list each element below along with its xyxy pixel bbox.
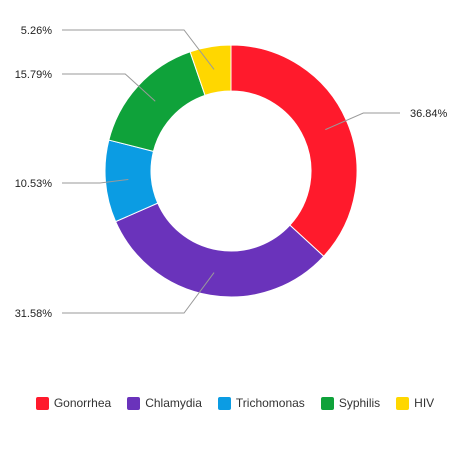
legend-swatch-gonorrhea bbox=[35, 396, 49, 410]
legend-swatch-hiv bbox=[396, 396, 410, 410]
legend-item-chlamydia[interactable]: Chlamydia bbox=[127, 396, 202, 410]
slice-chlamydia[interactable] bbox=[114, 202, 325, 298]
leader-line-chlamydia bbox=[62, 272, 215, 314]
legend-item-syphilis[interactable]: Syphilis bbox=[320, 396, 381, 410]
donut-chart: 36.84% 31.58% 10.53% 15.79% 5.26% bbox=[15, 25, 448, 320]
slice-hiv[interactable] bbox=[189, 44, 232, 96]
legend-label-trichomonas: Trichomonas bbox=[235, 396, 305, 410]
chart-legend: Gonorrhea Chlamydia Trichomonas Syphilis… bbox=[0, 396, 470, 410]
leader-line-hiv bbox=[62, 29, 215, 70]
data-label-syphilis: 15.79% bbox=[15, 69, 53, 81]
data-label-gonorrhea: 36.84% bbox=[410, 108, 448, 120]
data-label-hiv: 5.26% bbox=[21, 25, 52, 37]
legend-label-syphilis: Syphilis bbox=[338, 396, 381, 410]
leader-line-gonorrhea bbox=[325, 112, 400, 131]
data-label-chlamydia: 31.58% bbox=[15, 308, 53, 320]
legend-swatch-syphilis bbox=[320, 396, 334, 410]
legend-item-trichomonas[interactable]: Trichomonas bbox=[217, 396, 305, 410]
data-label-trichomonas: 10.53% bbox=[15, 178, 53, 190]
legend-item-gonorrhea[interactable]: Gonorrhea bbox=[35, 396, 112, 410]
leader-line-trichomonas bbox=[62, 179, 129, 184]
legend-label-hiv: HIV bbox=[414, 396, 435, 410]
legend-item-hiv[interactable]: HIV bbox=[396, 396, 434, 410]
slice-gonorrhea[interactable] bbox=[230, 44, 358, 258]
leader-line-syphilis bbox=[62, 73, 156, 102]
legend-label-gonorrhea: Gonorrhea bbox=[53, 396, 112, 410]
legend-label-chlamydia: Chlamydia bbox=[145, 396, 202, 410]
slice-syphilis[interactable] bbox=[108, 51, 206, 152]
legend-swatch-trichomonas bbox=[217, 396, 231, 410]
legend-swatch-chlamydia bbox=[127, 396, 141, 410]
